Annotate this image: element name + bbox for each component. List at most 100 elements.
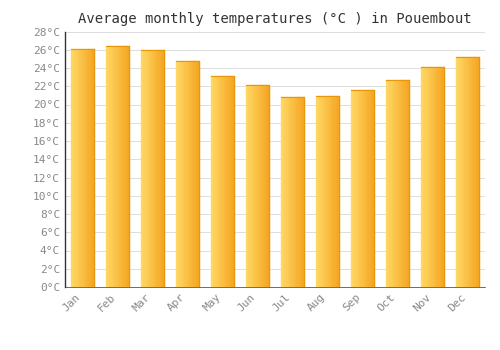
Bar	[334, 96, 336, 287]
Bar	[365, 90, 366, 287]
Bar	[140, 50, 142, 287]
Bar	[457, 57, 458, 287]
Bar	[177, 61, 178, 287]
Bar	[408, 80, 410, 287]
Bar	[392, 80, 393, 287]
Bar	[426, 67, 428, 287]
Bar	[91, 49, 92, 287]
Bar	[194, 61, 196, 287]
Bar	[76, 49, 78, 287]
Bar	[429, 67, 430, 287]
Bar	[127, 46, 128, 287]
Bar	[182, 61, 184, 287]
Bar	[468, 57, 469, 287]
Bar	[246, 85, 247, 287]
Bar	[256, 85, 258, 287]
Bar	[144, 50, 146, 287]
Bar	[325, 96, 326, 287]
Bar	[356, 90, 358, 287]
Bar	[395, 80, 396, 287]
Bar	[386, 80, 387, 287]
Bar	[155, 50, 156, 287]
Bar	[477, 57, 478, 287]
Bar	[156, 50, 158, 287]
Bar	[78, 49, 79, 287]
Bar	[462, 57, 464, 287]
Bar	[394, 80, 395, 287]
Bar	[176, 61, 177, 287]
Bar	[320, 96, 322, 287]
Bar	[317, 96, 318, 287]
Bar	[182, 61, 183, 287]
Bar	[360, 90, 362, 287]
Bar	[107, 46, 108, 287]
Bar	[220, 76, 222, 287]
Bar	[283, 97, 284, 287]
Bar	[192, 61, 194, 287]
Bar	[428, 67, 429, 287]
Bar	[302, 97, 304, 287]
Bar	[228, 76, 230, 287]
Bar	[212, 76, 213, 287]
Bar	[266, 85, 267, 287]
Bar	[112, 46, 114, 287]
Bar	[110, 46, 112, 287]
Bar	[420, 67, 422, 287]
Bar	[255, 85, 256, 287]
Bar	[300, 97, 301, 287]
Bar	[370, 90, 371, 287]
Bar	[143, 50, 144, 287]
Bar	[462, 57, 463, 287]
Bar	[288, 97, 289, 287]
Bar	[178, 61, 179, 287]
Bar	[88, 49, 90, 287]
Bar	[160, 50, 161, 287]
Bar	[116, 46, 117, 287]
Bar	[109, 46, 110, 287]
Bar	[430, 67, 432, 287]
Bar	[184, 61, 185, 287]
Bar	[282, 97, 283, 287]
Bar	[216, 76, 218, 287]
Bar	[292, 97, 294, 287]
Bar	[224, 76, 225, 287]
Bar	[398, 80, 400, 287]
Bar	[328, 96, 329, 287]
Bar	[226, 76, 228, 287]
Bar	[318, 96, 319, 287]
Bar	[466, 57, 468, 287]
Bar	[322, 96, 324, 287]
Bar	[197, 61, 198, 287]
Bar	[390, 80, 392, 287]
Bar	[296, 97, 298, 287]
Bar	[441, 67, 442, 287]
Bar	[90, 49, 91, 287]
Bar	[150, 50, 152, 287]
Bar	[126, 46, 127, 287]
Bar	[476, 57, 477, 287]
Bar	[161, 50, 162, 287]
Bar	[359, 90, 360, 287]
Bar	[440, 67, 441, 287]
Bar	[118, 46, 120, 287]
Bar	[470, 57, 471, 287]
Bar	[422, 67, 423, 287]
Bar	[474, 57, 476, 287]
Bar	[438, 67, 440, 287]
Bar	[434, 67, 435, 287]
Bar	[73, 49, 74, 287]
Bar	[268, 85, 270, 287]
Bar	[424, 67, 426, 287]
Bar	[180, 61, 182, 287]
Bar	[331, 96, 332, 287]
Bar	[319, 96, 320, 287]
Bar	[442, 67, 444, 287]
Bar	[459, 57, 460, 287]
Bar	[191, 61, 192, 287]
Bar	[213, 76, 214, 287]
Bar	[280, 97, 282, 287]
Bar	[218, 76, 219, 287]
Bar	[322, 96, 323, 287]
Bar	[460, 57, 462, 287]
Bar	[301, 97, 302, 287]
